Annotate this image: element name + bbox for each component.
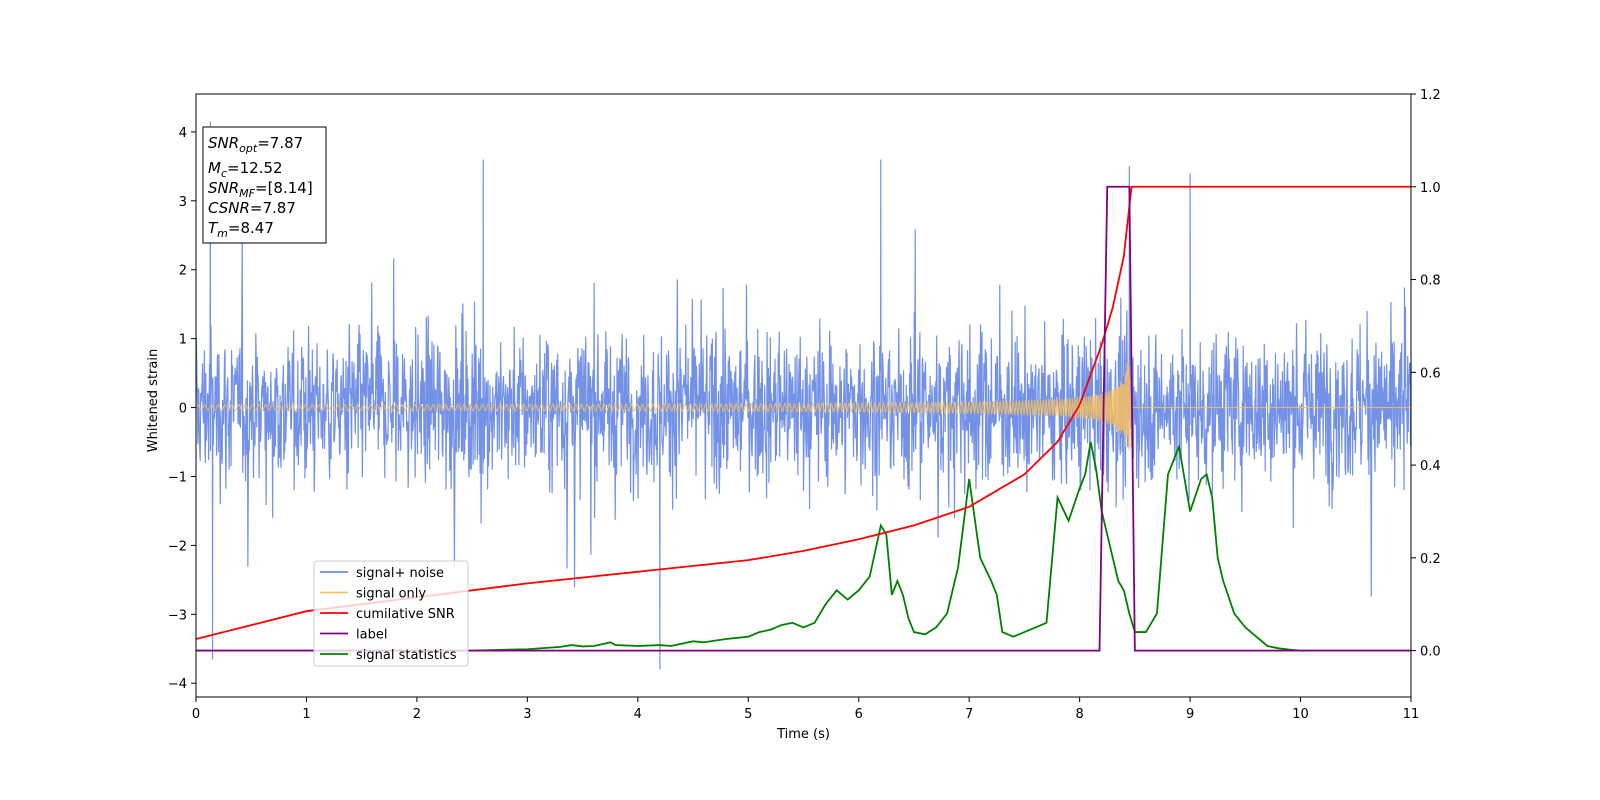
y-axis-title: Whitened strain [146, 349, 161, 452]
y-right-tick-label: 0.2 [1420, 552, 1441, 567]
signal-noise-layer [195, 121, 1412, 670]
y-left-tick-label: −2 [168, 539, 187, 554]
y-left-tick-label: −4 [168, 677, 187, 692]
x-tick-label: 11 [1403, 707, 1420, 722]
series-label [196, 185, 1411, 652]
y-right-tick-label: 1.2 [1420, 88, 1441, 103]
stats-box: SNRopt=7.87 Mc=12.52SNRMF=[8.14]CSNR=7.87… [202, 126, 327, 244]
legend-label: signal only [356, 587, 426, 602]
series-cumulative-snr [195, 185, 1411, 640]
legend-label: cumilative SNR [356, 607, 455, 622]
axes-ticks: 0 1 2 3 4 5 6 7 8 9 10 1143210−1−2−3−41.21.00.80.60… [168, 88, 1441, 722]
x-tick-label: 8 [1075, 707, 1083, 722]
y-left-tick-label: 0 [179, 402, 187, 417]
legend-label: signal+ noise [356, 566, 444, 581]
right-axis-series-layer [195, 185, 1411, 652]
series-signal-only [195, 362, 1411, 451]
x-tick-label: 6 [855, 707, 863, 722]
x-tick-label: 1 [302, 707, 310, 722]
y-left-tick-label: 2 [179, 264, 187, 279]
stats-box-frame [202, 126, 327, 244]
x-axis-title: Time (s) [776, 727, 830, 742]
y-right-tick-label: 0.6 [1420, 366, 1441, 381]
y-right-tick-label: 0.4 [1420, 459, 1441, 474]
y-left-tick-label: −3 [168, 608, 187, 623]
y-left-tick-label: 4 [179, 126, 187, 141]
x-tick-label: 4 [634, 707, 642, 722]
x-tick-label: 10 [1292, 707, 1309, 722]
legend-label: signal statistics [356, 648, 457, 663]
stats-line: Tm=8.47 [208, 219, 274, 240]
plot-frame [195, 93, 1412, 698]
series-signal-noise [195, 121, 1412, 670]
y-left-tick-label: 3 [179, 195, 187, 210]
stats-line: CSNR=7.87 [208, 199, 296, 217]
series-signal-statistics [196, 441, 1411, 652]
stats-line: Mc=12.52 [208, 159, 283, 180]
y-left-tick-label: −1 [168, 470, 187, 485]
x-tick-label: 7 [965, 707, 973, 722]
y-right-tick-label: 1.0 [1420, 181, 1441, 196]
signal-only-layer [195, 362, 1411, 451]
legend: signal+ noise signal only cumilative SNR la… [313, 560, 469, 667]
y-right-tick-label: 0.0 [1420, 645, 1441, 660]
x-tick-label: 0 [192, 707, 200, 722]
x-tick-label: 2 [413, 707, 421, 722]
x-tick-label: 5 [744, 707, 752, 722]
y-right-tick-label: 0.8 [1420, 274, 1441, 289]
stats-line: SNRMF=[8.14] [208, 179, 313, 200]
y-left-tick-label: 1 [179, 333, 187, 348]
x-tick-label: 9 [1186, 707, 1194, 722]
legend-label: label [356, 628, 387, 643]
legend-frame [313, 560, 469, 667]
x-tick-label: 3 [523, 707, 531, 722]
stats-line: SNRopt=7.87 [208, 134, 303, 155]
